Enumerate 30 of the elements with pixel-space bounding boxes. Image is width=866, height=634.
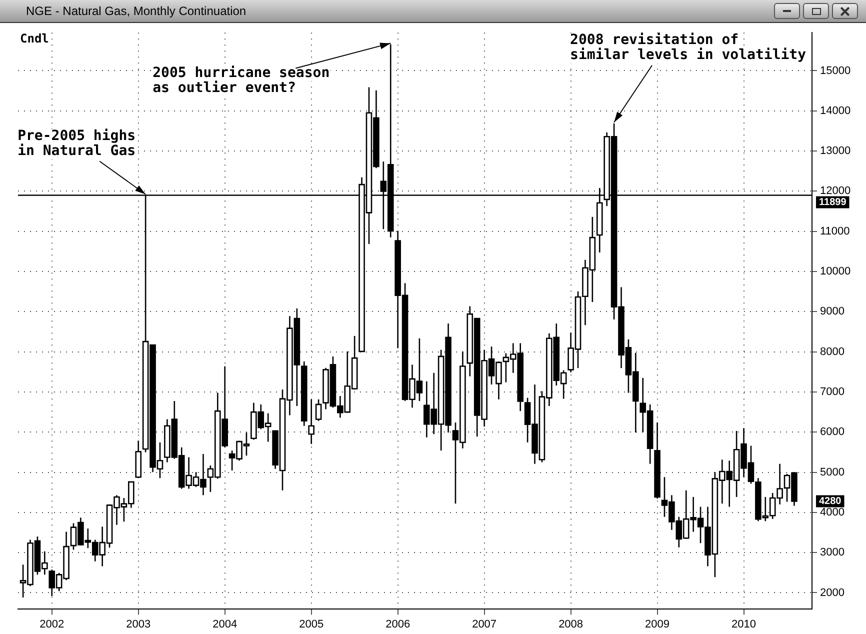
annotation: 2008 revisitation of similar levels in volatility: [570, 32, 807, 63]
y-tick-label: 10000: [820, 266, 851, 278]
y-tick-label: 11000: [820, 225, 850, 238]
ref-line-label: 11899: [819, 197, 847, 208]
x-tick-label: 2004: [212, 618, 238, 630]
annotation: 2005 hurricane season as outlier event?: [152, 64, 330, 96]
y-tick-label: 12000: [820, 185, 851, 198]
y-tick-label: 4000: [820, 506, 844, 518]
annotation: Pre-2005 highs in Natural Gas: [18, 128, 136, 159]
x-tick-label: 2006: [386, 618, 410, 630]
y-tick-label: 14000: [820, 104, 851, 117]
x-tick-label: 2005: [299, 618, 324, 630]
x-tick-label: 2002: [40, 618, 64, 630]
annotation: 4280: [819, 496, 842, 507]
y-tick-label: 13000: [820, 145, 851, 158]
y-tick-label: 5000: [820, 466, 844, 478]
y-tick-label: 7000: [820, 386, 844, 398]
annotation: Cndl: [20, 32, 49, 46]
x-tick-label: 2009: [645, 618, 670, 630]
chart-title: NGE - Natural Gas, Monthly Continuation: [26, 4, 248, 18]
y-tick-label: 2000: [820, 586, 844, 599]
y-tick-label: 3000: [820, 546, 844, 559]
x-tick-label: 2010: [732, 618, 756, 630]
x-tick-label: 2003: [126, 618, 151, 630]
x-tick-label: 2007: [472, 618, 497, 630]
y-tick-label: 9000: [820, 306, 844, 318]
x-tick-label: 2008: [558, 618, 584, 630]
y-tick-label: 8000: [820, 346, 844, 358]
y-tick-label: 6000: [820, 426, 844, 438]
y-tick-label: 15000: [820, 64, 851, 77]
